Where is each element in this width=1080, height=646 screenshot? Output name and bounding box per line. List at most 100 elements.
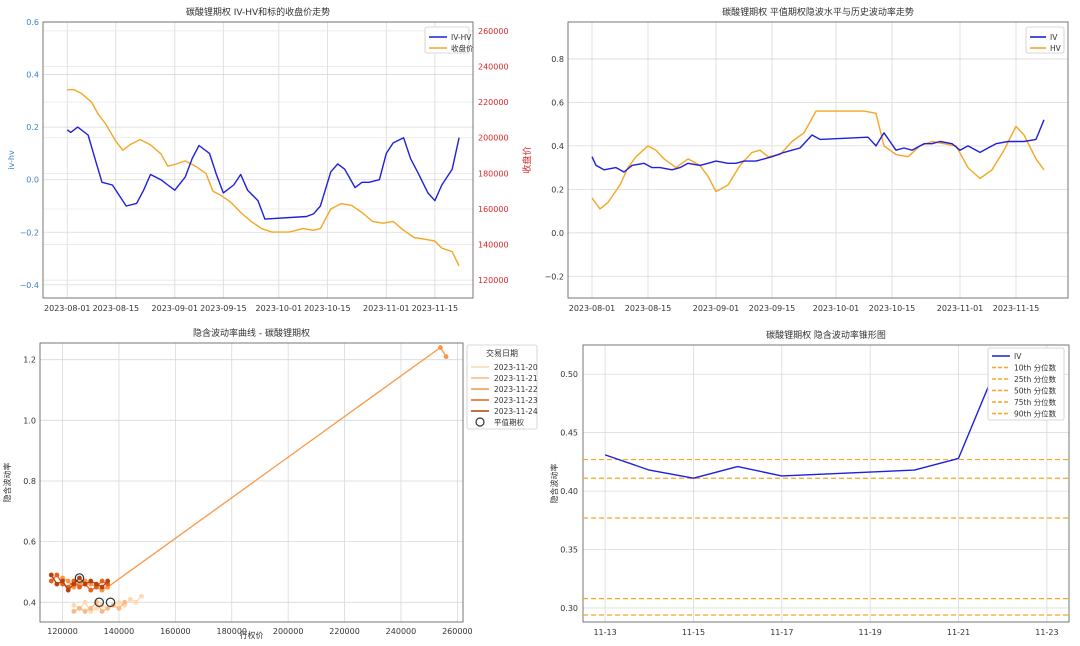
- y-tick-label: 0.50: [560, 370, 578, 379]
- x-tick-label: 2023-10-15: [304, 304, 351, 313]
- data-point-2023-11-24: [65, 587, 71, 593]
- chart-iv-cone: 碳酸锂期权 隐含波动率锥形图 0.50 0.45 0.40 0.35 0.30 11-13 1…: [549, 329, 1070, 637]
- legend-box: [466, 344, 538, 430]
- y2-tick-label: 180000: [478, 169, 509, 178]
- data-point-2023-11-21: [116, 605, 122, 611]
- x-tick-label: 2023-08-15: [93, 304, 140, 313]
- data-point-2023-11-21: [77, 605, 82, 611]
- y-axis-label: iv-hv: [7, 150, 16, 170]
- y2-tick-label: 220000: [478, 98, 509, 107]
- atm-marker: [74, 573, 85, 583]
- legend-label: 2023-11-20: [494, 363, 538, 372]
- series-line-2023-11-22: [62, 346, 447, 591]
- data-point-2023-11-23: [99, 578, 105, 584]
- chart-atm-iv-hv: 碳酸锂期权 平值期权隐波水平与历史波动率走势 0.8 0.6 0.4 0.2 0.0 −0.…: [545, 6, 1069, 313]
- legend-box: [424, 26, 470, 54]
- plot-frame: [582, 344, 1070, 623]
- y-tick-label: 0.8: [23, 477, 36, 486]
- data-point-2023-11-23: [77, 584, 82, 590]
- data-point-2023-11-23: [88, 587, 94, 593]
- legend-label: 90th 分位数: [1014, 409, 1057, 419]
- legend-label: IV: [1050, 33, 1058, 42]
- data-point-2023-11-22: [65, 578, 71, 584]
- data-point-2023-11-22: [443, 354, 449, 360]
- x-tick-label: 260000: [442, 627, 473, 636]
- x-tick-label: 2023-08-15: [625, 304, 672, 313]
- data-point-2023-11-24: [94, 581, 99, 587]
- y-tick-label: 0.4: [551, 142, 564, 151]
- y-tick-label: 0.4: [23, 598, 36, 607]
- x-axis-label: 行权价: [240, 630, 264, 640]
- y-tick-label: 1.0: [23, 416, 36, 425]
- x-tick-label: 200000: [273, 627, 304, 636]
- data-point-2023-11-20: [94, 605, 99, 611]
- y-tick-label: 0.6: [23, 538, 36, 547]
- y-tick-label: 0.8: [551, 55, 564, 64]
- legend-label: 平值期权: [494, 417, 524, 427]
- y-tick-label: 0.45: [560, 429, 578, 438]
- x-tick-label: 240000: [386, 627, 417, 636]
- y2-tick-label: 240000: [478, 63, 509, 72]
- y-tick-label: 0.35: [560, 546, 578, 555]
- data-point-2023-11-23: [48, 578, 54, 584]
- data-point-2023-11-24: [88, 578, 94, 584]
- x-tick-label: 140000: [104, 627, 135, 636]
- y-tick-label: 0.0: [551, 229, 564, 238]
- data-point-2023-11-21: [122, 599, 127, 605]
- x-tick-label: 2023-11-15: [993, 304, 1040, 313]
- x-tick-label: 2023-09-15: [200, 304, 247, 313]
- legend-label: 2023-11-24: [494, 407, 538, 416]
- data-point-2023-11-24: [48, 572, 54, 578]
- y-tick-label: 0.40: [560, 487, 578, 496]
- x-tick-label: 11-19: [859, 628, 882, 637]
- x-tick-label: 11-13: [593, 628, 616, 637]
- y2-tick-label: 140000: [478, 241, 509, 250]
- y-tick-label: 0.4: [26, 71, 39, 80]
- x-tick-label: 11-21: [947, 628, 970, 637]
- plot-frame: [39, 342, 464, 623]
- y-tick-label: 0.2: [551, 185, 564, 194]
- data-point-2023-11-20: [71, 602, 77, 608]
- data-point-2023-11-24: [54, 581, 60, 587]
- x-tick-label: 2023-10-01: [813, 304, 860, 313]
- y-tick-label: 0.6: [26, 18, 39, 27]
- data-point-2023-11-21: [105, 605, 111, 611]
- plot-frame: [567, 21, 1069, 299]
- series-line-close: [67, 88, 460, 267]
- legend-label: 2023-11-21: [494, 374, 538, 383]
- chart-title: 碳酸锂期权 隐含波动率锥形图: [766, 329, 886, 341]
- y-tick-label: 0.0: [26, 176, 39, 185]
- legend-title: 交易日期: [486, 348, 518, 358]
- y-axis-label: 隐含波动率: [549, 464, 559, 504]
- chart-title: 碳酸锂期权 平值期权隐波水平与历史波动率走势: [722, 6, 914, 18]
- y2-tick-label: 160000: [478, 205, 509, 214]
- atm-marker: [105, 597, 116, 608]
- x-tick-label: 2023-08-01: [44, 304, 91, 313]
- legend-label: 10th 分位数: [1014, 363, 1057, 373]
- data-point-2023-11-20: [139, 593, 144, 599]
- data-point-2023-11-24: [99, 584, 105, 590]
- data-point-2023-11-23: [54, 572, 60, 578]
- data-point-2023-11-20: [116, 599, 122, 605]
- x-tick-label: 2023-11-15: [412, 304, 459, 313]
- data-point-2023-11-20: [82, 599, 88, 605]
- legend-label: HV: [1050, 44, 1062, 53]
- y-tick-label: −0.2: [545, 272, 564, 281]
- data-point-2023-11-21: [82, 608, 88, 614]
- data-point-2023-11-20: [127, 596, 133, 602]
- data-point-2023-11-24: [105, 578, 111, 584]
- y-tick-label: 0.2: [26, 123, 39, 132]
- x-tick-label: 2023-11-01: [937, 304, 984, 313]
- data-point-2023-11-20: [133, 599, 139, 605]
- x-tick-label: 220000: [329, 627, 360, 636]
- series-line-iv-hv: [66, 126, 460, 220]
- y2-tick-label: 260000: [478, 27, 509, 36]
- x-tick-label: 2023-09-01: [693, 304, 740, 313]
- chart-iv-hv-close: 碳酸锂期权 IV-HV和标的收盘价走势 0.6 0.4 0.2 0.0 −0.2 −0.4 2…: [7, 6, 533, 313]
- y2-tick-label: 200000: [478, 134, 509, 143]
- x-tick-label: 180000: [216, 627, 247, 636]
- data-point-2023-11-21: [88, 605, 94, 611]
- y-tick-label: 1.2: [23, 356, 36, 365]
- x-tick-label: 160000: [160, 627, 191, 636]
